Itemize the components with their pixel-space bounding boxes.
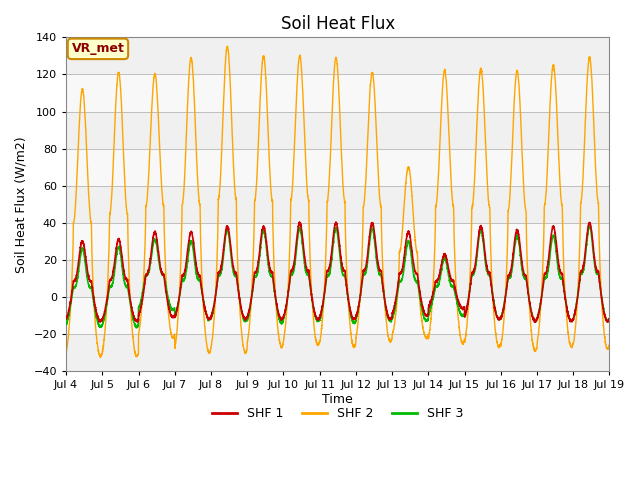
Bar — [66, 297, 609, 334]
X-axis label: Time: Time — [323, 393, 353, 406]
Bar — [66, 223, 609, 260]
Bar — [66, 74, 609, 111]
Legend: SHF 1, SHF 2, SHF 3: SHF 1, SHF 2, SHF 3 — [207, 402, 468, 425]
Y-axis label: Soil Heat Flux (W/m2): Soil Heat Flux (W/m2) — [15, 136, 28, 273]
Text: VR_met: VR_met — [72, 42, 124, 55]
Bar — [66, 149, 609, 186]
Title: Soil Heat Flux: Soil Heat Flux — [280, 15, 395, 33]
